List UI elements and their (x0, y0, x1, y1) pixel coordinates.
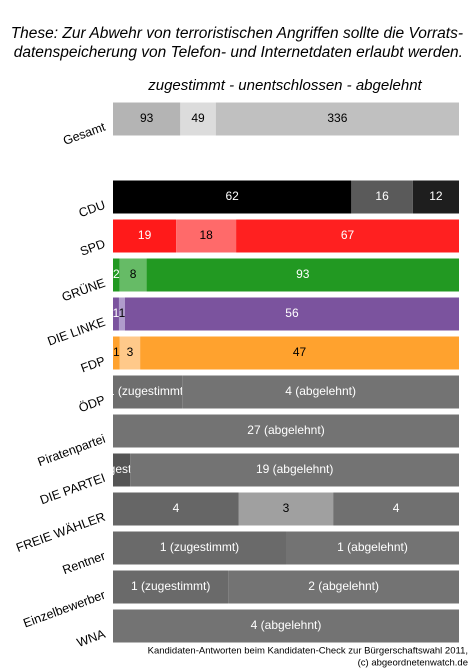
bar-segment (412, 180, 459, 214)
value-label: 3 (127, 345, 134, 359)
bar-segment (238, 492, 334, 526)
bar-segment (124, 297, 460, 331)
bar-segment (113, 414, 459, 448)
category-label: CDU (77, 198, 107, 220)
bar-segment (182, 375, 459, 409)
bar-segment (130, 453, 460, 487)
category-label: FDP (79, 354, 107, 376)
value-label: 2 (113, 267, 120, 281)
value-label: 1 (abgelehnt) (337, 540, 408, 554)
category-label: FREIE WÄHLER (14, 510, 107, 555)
category-label: DIE LINKE (46, 315, 108, 349)
chart-subtitle: zugestimmt - unentschlossen - abgelehnt (147, 77, 422, 94)
bar-segment (119, 258, 147, 292)
bar-segment (113, 258, 120, 292)
bar-segment (113, 375, 183, 409)
value-label: 1 (113, 306, 120, 320)
value-label: 1 (zugestimmt) (131, 579, 210, 593)
bar-segment (113, 570, 229, 604)
bar-segment (215, 102, 459, 136)
source: Kandidaten-Antworten beim Kandidaten-Che… (148, 646, 468, 657)
category-label: Einzelbewerber (21, 588, 107, 631)
category-label: Gesamt (61, 120, 107, 148)
bar-segment (113, 453, 131, 487)
category-label: SPD (78, 237, 107, 259)
value-label: 62 (225, 189, 239, 203)
bar-segment (140, 336, 459, 370)
bar-segment (113, 102, 181, 136)
bar-segment (176, 219, 237, 253)
value-label: 3 (283, 501, 290, 515)
bar-segment (113, 336, 120, 370)
value-label: 16 (375, 189, 389, 203)
bar-segment (113, 180, 352, 214)
value-label: 27 (abgelehnt) (247, 423, 324, 437)
value-label: 18 (199, 228, 213, 242)
bar-segment (118, 297, 125, 331)
category-label: DIE PARTEI (38, 471, 107, 508)
value-label: 2 (abgelehnt) (308, 579, 379, 593)
value-label: 336 (327, 111, 347, 125)
bar-segment (113, 297, 119, 331)
chart-title: These: Zur Abwehr von terroristischen An… (11, 25, 463, 42)
value-label: 1 (119, 306, 126, 320)
bar-segment (333, 492, 459, 526)
bar-segment (228, 570, 459, 604)
bar-segment (113, 531, 286, 565)
chart-title: datenspeicherung von Telefon- und Intern… (14, 44, 463, 61)
bar-segment (286, 531, 459, 565)
value-label: 12 (429, 189, 443, 203)
value-label: 1 (113, 345, 120, 359)
value-label: 19 (abgelehnt) (256, 462, 333, 476)
bar-segment (119, 336, 141, 370)
category-label: WNA (75, 627, 108, 650)
value-label: 67 (341, 228, 355, 242)
value-label: 8 (130, 267, 137, 281)
category-label: GRÜNE (60, 276, 107, 305)
value-label: 1 (zugestimmt) (160, 540, 239, 554)
value-label: 93 (140, 111, 154, 125)
value-label: 4 (173, 501, 180, 515)
value-label: 4 (abgelehnt) (251, 618, 322, 632)
value-label: 1 (zugestimmt) (108, 384, 187, 398)
bar-segment (146, 258, 460, 292)
bar-segment (236, 219, 459, 253)
bar-segment (351, 180, 413, 214)
value-label: 47 (293, 345, 307, 359)
source: (c) abgeordnetenwatch.de (358, 658, 468, 669)
bar-segment (180, 102, 216, 136)
bar-segment (113, 609, 459, 643)
value-label: 49 (191, 111, 205, 125)
category-label: ÖDP (77, 393, 107, 415)
category-label: Rentner (61, 549, 108, 577)
value-label: 19 (138, 228, 152, 242)
bar-segment (113, 492, 239, 526)
value-label: 93 (296, 267, 310, 281)
value-label: 4 (393, 501, 400, 515)
value-label: 56 (285, 306, 299, 320)
bar-segment (113, 219, 177, 253)
value-label: 4 (abgelehnt) (285, 384, 356, 398)
